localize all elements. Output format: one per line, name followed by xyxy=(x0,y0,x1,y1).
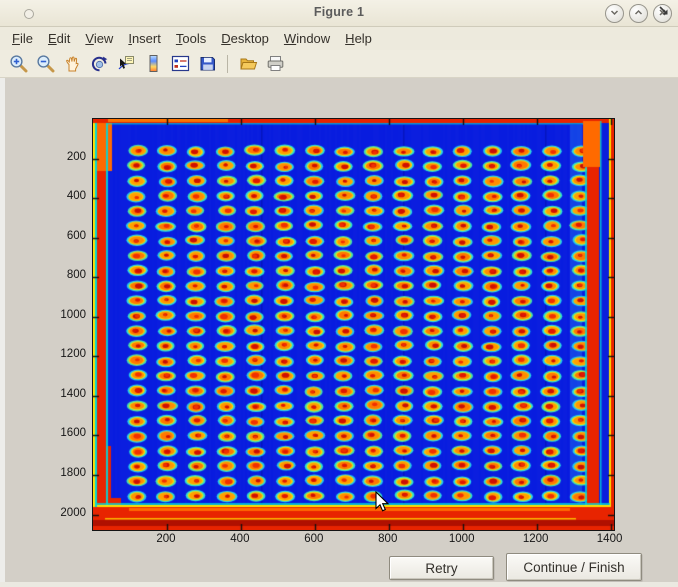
y-tick-1400: 1400 xyxy=(60,387,86,400)
open-folder-icon[interactable] xyxy=(236,52,260,76)
chevron-up-icon xyxy=(633,5,644,23)
y-tick-1600: 1600 xyxy=(60,427,86,440)
dock-figure-icon[interactable] xyxy=(657,4,670,22)
figure-toolbar xyxy=(0,50,678,78)
x-tick-600: 600 xyxy=(304,533,324,545)
y-tick-2000: 2000 xyxy=(60,506,86,519)
print-icon[interactable] xyxy=(263,52,287,76)
x-tick-1200: 1200 xyxy=(522,533,549,545)
axes xyxy=(92,118,615,531)
colorbar-icon[interactable] xyxy=(141,52,165,76)
chevron-down-icon xyxy=(609,5,620,23)
menu-item-desktop[interactable]: Desktop xyxy=(221,31,269,46)
continue-finish-button[interactable]: Continue / Finish xyxy=(506,553,642,581)
window-controls xyxy=(605,4,672,23)
window-title: Figure 1 xyxy=(313,5,365,19)
zoom-out-icon[interactable] xyxy=(33,52,57,76)
x-tick-1000: 1000 xyxy=(448,533,475,545)
menu-item-help[interactable]: Help xyxy=(345,31,372,46)
window-left-edge xyxy=(0,78,5,587)
menubar: File Edit View Insert Tools Desktop Window Help xyxy=(0,27,678,50)
scan-image[interactable] xyxy=(93,119,614,530)
save-icon[interactable] xyxy=(195,52,219,76)
y-tick-1200: 1200 xyxy=(60,348,86,361)
toolbar-separator xyxy=(227,54,228,73)
y-tick-600: 600 xyxy=(66,229,86,242)
menu-item-tools[interactable]: Tools xyxy=(175,31,207,46)
rotate-3d-icon[interactable] xyxy=(87,52,111,76)
y-tick-200: 200 xyxy=(66,150,86,163)
x-tick-400: 400 xyxy=(230,533,250,545)
menu-item-view[interactable]: View xyxy=(85,31,114,46)
maximize-button[interactable] xyxy=(629,4,648,23)
minimize-button[interactable] xyxy=(605,4,624,23)
x-tick-200: 200 xyxy=(156,533,176,545)
zoom-in-icon[interactable] xyxy=(6,52,30,76)
menu-item-window[interactable]: Window xyxy=(283,31,331,46)
y-tick-400: 400 xyxy=(66,190,86,203)
y-tick-800: 800 xyxy=(66,269,86,282)
data-cursor-icon[interactable] xyxy=(114,52,138,76)
menu-item-insert[interactable]: Insert xyxy=(128,31,161,46)
titlebar[interactable]: Figure 1 xyxy=(0,0,678,27)
legend-icon[interactable] xyxy=(168,52,192,76)
mouse-cursor-icon xyxy=(374,490,390,518)
menu-item-edit[interactable]: Edit xyxy=(47,31,71,46)
y-tick-1000: 1000 xyxy=(60,308,86,321)
pan-icon[interactable] xyxy=(60,52,84,76)
retry-button[interactable]: Retry xyxy=(389,556,494,580)
x-tick-800: 800 xyxy=(378,533,398,545)
window-bottom-edge xyxy=(0,582,678,587)
y-tick-1800: 1800 xyxy=(60,467,86,480)
x-tick-1400: 1400 xyxy=(596,533,623,545)
menu-item-file[interactable]: File xyxy=(12,31,33,46)
window-menu-icon[interactable] xyxy=(24,9,34,19)
